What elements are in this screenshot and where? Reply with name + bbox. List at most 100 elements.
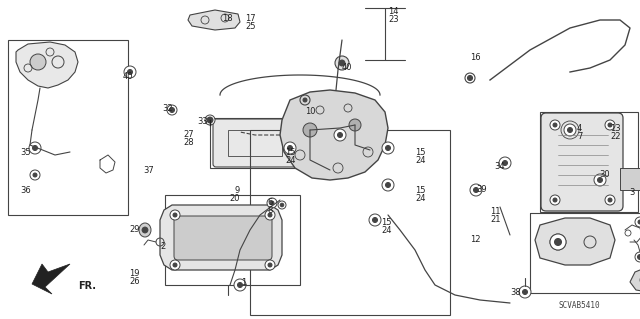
Polygon shape bbox=[630, 268, 640, 292]
Text: 24: 24 bbox=[415, 156, 426, 165]
Ellipse shape bbox=[550, 234, 566, 250]
Text: 18: 18 bbox=[222, 14, 232, 23]
Text: 36: 36 bbox=[20, 186, 31, 195]
Bar bbox=[530, 213, 640, 293]
Text: 14: 14 bbox=[388, 7, 399, 16]
Text: 20: 20 bbox=[230, 194, 240, 203]
Polygon shape bbox=[188, 10, 240, 30]
Text: 15: 15 bbox=[285, 148, 296, 157]
Ellipse shape bbox=[265, 210, 275, 220]
FancyBboxPatch shape bbox=[541, 113, 623, 211]
Ellipse shape bbox=[385, 182, 390, 188]
Text: SCVAB5410: SCVAB5410 bbox=[558, 301, 600, 310]
Ellipse shape bbox=[170, 210, 180, 220]
Ellipse shape bbox=[29, 142, 41, 154]
Ellipse shape bbox=[635, 252, 640, 262]
Ellipse shape bbox=[502, 160, 508, 166]
Ellipse shape bbox=[33, 173, 37, 177]
Text: 12: 12 bbox=[470, 235, 481, 244]
Polygon shape bbox=[160, 205, 282, 270]
Polygon shape bbox=[32, 264, 70, 294]
Text: 40: 40 bbox=[122, 72, 133, 81]
Ellipse shape bbox=[474, 188, 479, 192]
Ellipse shape bbox=[499, 157, 511, 169]
Ellipse shape bbox=[268, 263, 272, 267]
Ellipse shape bbox=[385, 145, 390, 151]
Ellipse shape bbox=[30, 54, 46, 70]
Ellipse shape bbox=[334, 129, 346, 141]
Ellipse shape bbox=[265, 260, 275, 270]
Polygon shape bbox=[16, 42, 78, 88]
Ellipse shape bbox=[568, 128, 573, 132]
Ellipse shape bbox=[167, 105, 177, 115]
Ellipse shape bbox=[637, 255, 640, 259]
Text: 19: 19 bbox=[129, 269, 140, 278]
Text: 3: 3 bbox=[629, 188, 634, 197]
Text: 30: 30 bbox=[599, 170, 610, 179]
Ellipse shape bbox=[335, 56, 349, 70]
Text: 28: 28 bbox=[184, 138, 194, 147]
Text: 39: 39 bbox=[476, 185, 486, 194]
Ellipse shape bbox=[237, 283, 243, 287]
Ellipse shape bbox=[638, 220, 640, 224]
Ellipse shape bbox=[553, 198, 557, 202]
Ellipse shape bbox=[608, 123, 612, 127]
Text: 23: 23 bbox=[388, 15, 399, 24]
Text: 40: 40 bbox=[342, 63, 353, 72]
Ellipse shape bbox=[173, 213, 177, 217]
Ellipse shape bbox=[550, 234, 566, 250]
Text: 24: 24 bbox=[415, 194, 426, 203]
Text: 15: 15 bbox=[415, 148, 426, 157]
Text: 4: 4 bbox=[577, 124, 582, 133]
Ellipse shape bbox=[278, 201, 286, 209]
Ellipse shape bbox=[303, 98, 307, 102]
Text: 35: 35 bbox=[20, 148, 31, 157]
Ellipse shape bbox=[127, 70, 132, 75]
Text: 8: 8 bbox=[267, 206, 273, 215]
Text: 10: 10 bbox=[305, 107, 316, 116]
Bar bbox=[620, 168, 640, 190]
Text: 2: 2 bbox=[161, 242, 166, 251]
Ellipse shape bbox=[635, 217, 640, 227]
Ellipse shape bbox=[284, 142, 296, 154]
Ellipse shape bbox=[564, 124, 576, 136]
Ellipse shape bbox=[598, 177, 602, 182]
FancyBboxPatch shape bbox=[174, 216, 272, 260]
Text: 15: 15 bbox=[381, 218, 392, 227]
Ellipse shape bbox=[553, 123, 557, 127]
FancyBboxPatch shape bbox=[213, 119, 297, 167]
Text: 25: 25 bbox=[245, 22, 255, 31]
Polygon shape bbox=[280, 90, 388, 180]
Ellipse shape bbox=[303, 123, 317, 137]
Text: 13: 13 bbox=[610, 124, 621, 133]
Bar bbox=[540, 112, 638, 212]
Ellipse shape bbox=[519, 286, 531, 298]
Ellipse shape bbox=[270, 201, 274, 205]
Ellipse shape bbox=[142, 227, 148, 233]
Ellipse shape bbox=[522, 290, 527, 294]
Bar bbox=[8, 40, 128, 215]
Ellipse shape bbox=[594, 174, 606, 186]
Text: 7: 7 bbox=[577, 132, 582, 141]
Text: 11: 11 bbox=[490, 207, 501, 216]
Text: 17: 17 bbox=[245, 14, 255, 23]
Text: 22: 22 bbox=[610, 132, 621, 141]
Text: 21: 21 bbox=[490, 215, 501, 224]
Ellipse shape bbox=[554, 239, 561, 246]
Text: 16: 16 bbox=[470, 53, 481, 62]
Ellipse shape bbox=[139, 223, 151, 237]
Text: 9: 9 bbox=[235, 186, 240, 195]
Text: 29: 29 bbox=[129, 225, 140, 234]
Text: 26: 26 bbox=[129, 277, 140, 286]
Ellipse shape bbox=[550, 195, 560, 205]
Ellipse shape bbox=[372, 218, 378, 222]
Text: 15: 15 bbox=[415, 186, 426, 195]
Ellipse shape bbox=[280, 203, 284, 207]
Ellipse shape bbox=[267, 198, 277, 208]
Text: 27: 27 bbox=[184, 130, 194, 139]
Text: 6: 6 bbox=[267, 198, 273, 207]
Ellipse shape bbox=[339, 60, 345, 66]
Ellipse shape bbox=[207, 117, 213, 123]
Bar bbox=[250, 130, 450, 315]
Ellipse shape bbox=[205, 115, 215, 125]
